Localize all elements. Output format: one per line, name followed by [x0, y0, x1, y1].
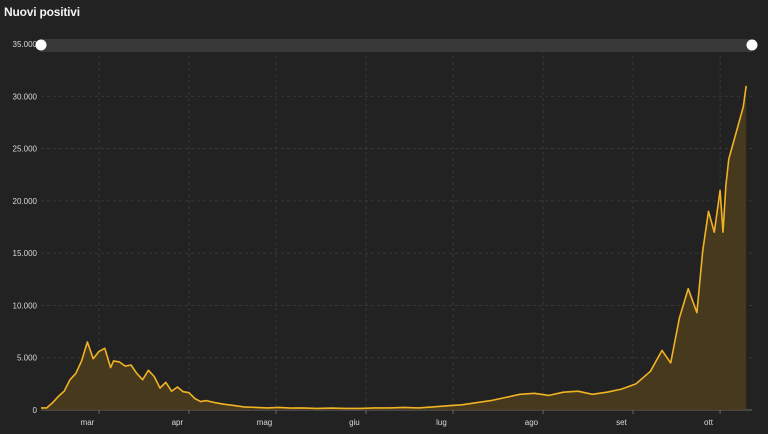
scrollbar-handle-right[interactable] [746, 39, 758, 51]
y-tick-label: 0 [33, 406, 38, 415]
scrollbar-handle-left[interactable] [35, 39, 47, 51]
series-area [41, 85, 747, 411]
range-scrollbar [35, 39, 758, 52]
chart-title: Nuovi positivi [4, 5, 80, 19]
y-axis: 0 5.000 10.000 15.000 20.000 25.000 30.000 35.0… [13, 40, 38, 415]
x-tick-label: giu [349, 418, 360, 427]
y-tick-label: 25.000 [13, 145, 38, 154]
y-tick-label: 5.000 [17, 354, 38, 363]
series-line [41, 85, 747, 410]
y-tick-label: 15.000 [13, 249, 38, 258]
x-tick-label: ago [525, 418, 539, 427]
grid-lines [41, 43, 752, 410]
x-tick-label: ott [704, 418, 714, 427]
x-tick-label: mar [81, 418, 95, 427]
y-tick-label: 35.000 [13, 40, 38, 49]
x-tick-label: mag [257, 418, 273, 427]
scrollbar-track[interactable] [41, 39, 752, 52]
x-tick-label: set [616, 418, 627, 427]
series-layer [41, 85, 747, 411]
x-axis: mar apr mag giu lug ago set ott [41, 409, 752, 427]
x-tick-label: lug [436, 418, 447, 427]
y-tick-label: 10.000 [13, 301, 38, 310]
y-tick-label: 20.000 [13, 197, 38, 206]
y-tick-label: 30.000 [13, 92, 38, 101]
x-tick-label: apr [172, 418, 184, 427]
